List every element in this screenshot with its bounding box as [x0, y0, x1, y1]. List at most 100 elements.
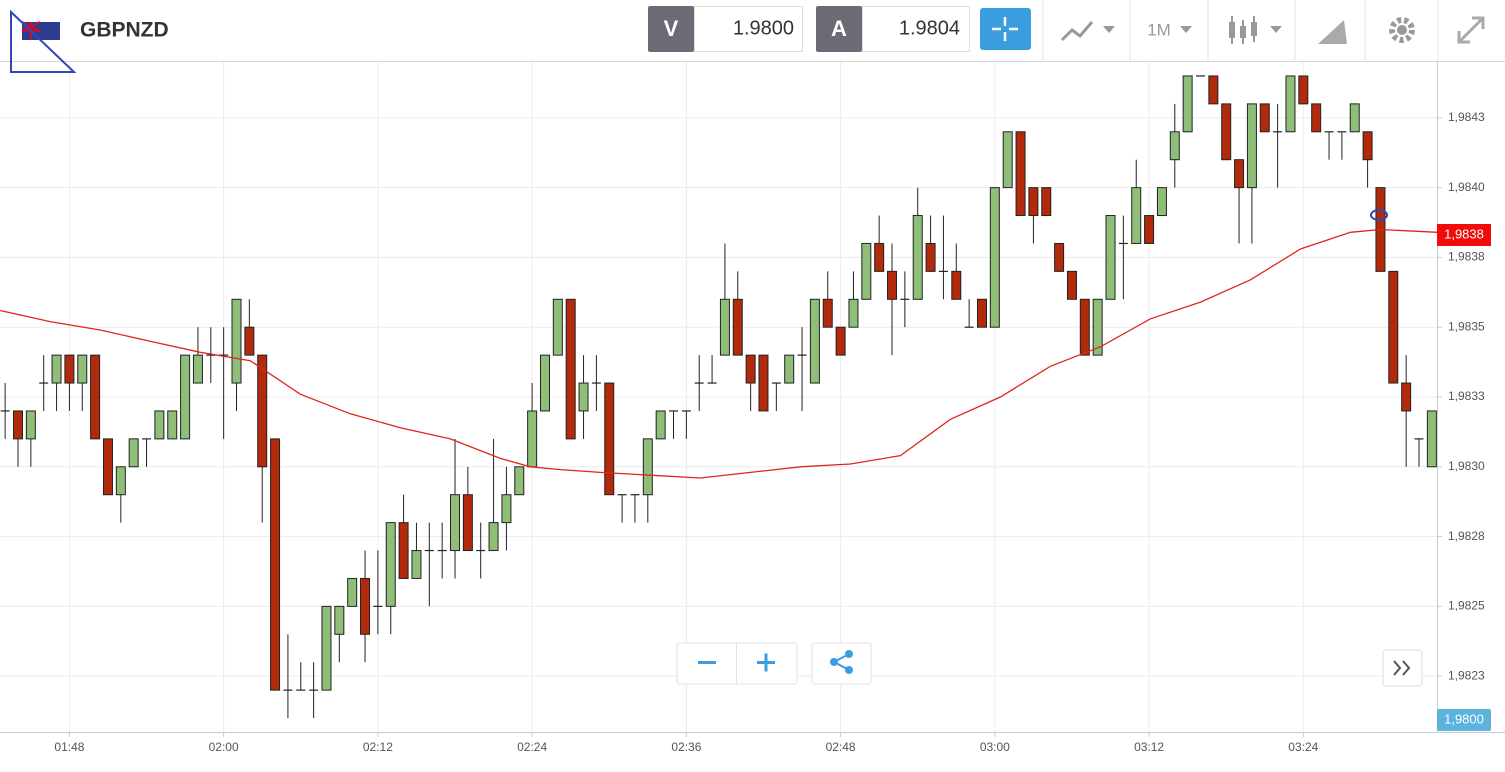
candle-body: [257, 354, 268, 468]
y-tick-label: 1,9838: [1448, 250, 1485, 264]
ask-label: A: [831, 16, 847, 41]
y-tick-label: 1,9835: [1448, 319, 1485, 333]
candle-body: [784, 354, 795, 384]
dropdown-arrow: [1270, 26, 1282, 33]
candle-body: [1234, 159, 1245, 189]
candle-body: [809, 298, 820, 384]
moving-average: [0, 228, 1438, 479]
settings-icon-center: [1397, 25, 1407, 35]
candle-body: [1285, 75, 1296, 133]
y-tick-label: 1,9830: [1448, 459, 1485, 473]
candle-body: [180, 354, 191, 440]
y-tick-label: 1,9843: [1448, 110, 1485, 124]
candle-body: [167, 410, 178, 440]
ask-label-box[interactable]: [816, 6, 862, 52]
candle-body: [912, 215, 923, 300]
candle-body: [1144, 215, 1155, 244]
candle-body: [1182, 75, 1193, 133]
y-tick-label: 1,9828: [1448, 529, 1485, 543]
candle-body: [874, 242, 885, 272]
candle-body: [1311, 103, 1322, 133]
symbol: GBPNZD: [80, 19, 169, 42]
candle-body: [1259, 103, 1270, 133]
candle-body: [719, 298, 730, 356]
bid-box[interactable]: [694, 6, 803, 52]
plot-area: 1,9823 1,9825 1,9828 1,9830 1,9833 1,9835 1,98…: [0, 62, 1505, 754]
candle-body: [450, 494, 461, 552]
candle-body: [861, 242, 872, 300]
x-tick-label: 03:24: [1288, 740, 1318, 754]
share-button[interactable]: [811, 642, 872, 685]
ask-price: 1.9804: [899, 17, 960, 39]
x-tick-label: 02:36: [671, 740, 701, 754]
candle-body: [925, 242, 936, 272]
candle-body: [1041, 187, 1052, 217]
ask-box[interactable]: [862, 6, 970, 52]
candle-body: [1066, 270, 1077, 300]
candle-body: [758, 354, 769, 412]
candle-body: [1028, 187, 1039, 217]
y-tick-label: 1,9825: [1448, 599, 1485, 613]
candle-body: [231, 298, 242, 384]
candle-body: [154, 410, 165, 440]
zoom-in-button[interactable]: [757, 653, 775, 672]
candle-body: [887, 270, 898, 300]
x-tick-label: 02:48: [826, 740, 856, 754]
candle-body: [51, 354, 62, 384]
candle-body: [115, 466, 126, 496]
candle-body: [1349, 103, 1360, 133]
bid-label-box[interactable]: [648, 6, 694, 52]
scroll-right-button[interactable]: [1382, 649, 1423, 687]
drawing-icon[interactable]: [1318, 20, 1347, 44]
flag-cross: [21, 21, 41, 40]
candle-body: [514, 466, 525, 496]
settings-icon[interactable]: [1389, 17, 1415, 43]
candle-body: [1401, 382, 1412, 412]
candle-body: [385, 522, 396, 607]
timeframe[interactable]: 1M: [1147, 20, 1171, 39]
dropdown-arrow: [1180, 26, 1192, 33]
candle-body: [462, 494, 473, 552]
crosshair-button[interactable]: [980, 8, 1031, 50]
candle-body: [604, 382, 615, 496]
candle-body: [12, 410, 23, 440]
candle-body: [1092, 298, 1103, 356]
candle-body: [90, 354, 101, 440]
candle-body: [822, 298, 833, 328]
candle-body: [244, 326, 255, 356]
candle-body: [989, 187, 1000, 328]
y-tick-label: 1,9833: [1448, 389, 1485, 403]
fullscreen-icon[interactable]: [1457, 16, 1485, 44]
candle-body: [1002, 131, 1013, 189]
last-price-tag: [1437, 224, 1491, 246]
candle-body: [1054, 242, 1065, 272]
bid-label: V: [664, 16, 679, 41]
candle-body: [1208, 75, 1219, 105]
corner-marker: [10, 9, 77, 73]
bottom-price-tag: [1437, 709, 1491, 731]
cursor-marker: [1370, 209, 1388, 221]
y-tick-label: 1,9823: [1448, 668, 1485, 682]
x-tick-label: 01:48: [54, 740, 84, 754]
chart-type-icon[interactable]: [1060, 21, 1094, 42]
x-tick-label: 02:12: [363, 740, 393, 754]
candle-body: [1246, 103, 1257, 189]
candle-body: [270, 438, 281, 691]
share-icon-lines: [831, 653, 850, 671]
bid-price: 1.9800: [733, 17, 794, 39]
candle-body: [1298, 75, 1309, 105]
candle-body: [1079, 298, 1090, 356]
candle-body: [1105, 215, 1116, 300]
candles-icon[interactable]: [1229, 16, 1257, 44]
toolbar-separators: [1042, 0, 1439, 61]
candle-body: [77, 354, 88, 384]
scroll-right-icon: [1393, 660, 1411, 676]
x-tick-label: 03:00: [980, 740, 1010, 754]
candle-body: [501, 494, 512, 524]
x-tick-label: 02:00: [209, 740, 239, 754]
candle-body: [642, 438, 653, 496]
candle-body: [1221, 103, 1232, 161]
candle-body: [848, 298, 859, 328]
candle-body: [128, 438, 139, 468]
last-price-label: 1,9838: [1444, 226, 1484, 241]
